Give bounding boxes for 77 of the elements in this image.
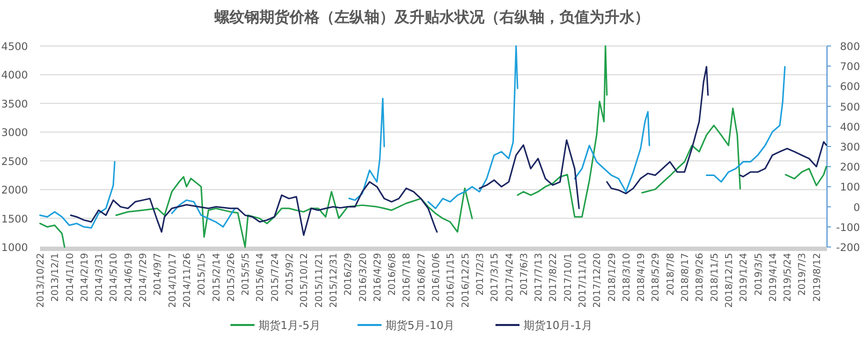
x-tick-label: 2014/7/29 bbox=[138, 253, 150, 302]
x-tick-label: 2016/2/9 bbox=[343, 253, 354, 296]
y2-tick-label: -100 bbox=[836, 222, 860, 234]
x-tick-label: 2015/1/5 bbox=[196, 253, 208, 296]
x-tick-label: 2014/1/10 bbox=[64, 253, 76, 302]
y2-tick-label: -200 bbox=[836, 242, 860, 254]
legend-label: 期货5月-10月 bbox=[386, 319, 454, 332]
x-tick-label: 2014/6/19 bbox=[123, 253, 134, 302]
y2-tick-label: 0 bbox=[853, 202, 860, 214]
x-tick-label: 2018/9/26 bbox=[694, 253, 706, 302]
x-tick-label: 2016/8/27 bbox=[416, 253, 428, 302]
x-tick-label: 2015/10/12 bbox=[299, 253, 310, 308]
y2-tick-label: 600 bbox=[840, 81, 860, 94]
y2-tick-label: 500 bbox=[840, 101, 860, 114]
y-tick-label: 1000 bbox=[1, 242, 28, 254]
x-tick-label: 2017/6/3 bbox=[518, 253, 530, 296]
x-tick-label: 2017/11/10 bbox=[578, 253, 588, 308]
x-tick-label: 2016/3/20 bbox=[358, 253, 369, 302]
x-tick-label: 2017/3/15 bbox=[490, 253, 501, 302]
x-tick-label: 2016/6/8 bbox=[387, 253, 398, 296]
x-tick-label: 2015/9/2 bbox=[284, 253, 296, 296]
x-tick-label: 2014/5/10 bbox=[108, 253, 120, 302]
y-tick-label: 3500 bbox=[1, 98, 28, 110]
x-tick-label: 2017/12/20 bbox=[592, 253, 604, 308]
y-tick-label: 4500 bbox=[1, 41, 28, 53]
x-tick-label: 2014/9/7 bbox=[152, 253, 164, 296]
y-tick-label: 2000 bbox=[1, 184, 28, 197]
x-tick-label: 2018/1/29 bbox=[606, 253, 618, 302]
x-tick-label: 2016/4/29 bbox=[372, 253, 384, 302]
x-tick-label: 2017/8/22 bbox=[548, 253, 560, 302]
x-tick-label: 2015/12/31 bbox=[328, 253, 340, 308]
y2-tick-label: 200 bbox=[840, 162, 860, 174]
x-tick-label: 2018/8/17 bbox=[680, 253, 692, 302]
x-tick-label: 2013/10/22 bbox=[36, 253, 46, 308]
y2-tick-label: 100 bbox=[840, 182, 860, 194]
x-tick-label: 2016/10/6 bbox=[431, 253, 442, 302]
chart-title: 螺纹钢期货价格（左纵轴）及升贴水状况（右纵轴，负值为升水） bbox=[214, 8, 650, 26]
y-tick-label: 4000 bbox=[1, 70, 28, 82]
x-tick-label: 2013/12/1 bbox=[50, 253, 62, 302]
x-tick-label: 2016/7/18 bbox=[402, 253, 413, 302]
x-tick-label: 2015/11/21 bbox=[314, 253, 325, 308]
x-tick-label: 2014/10/17 bbox=[167, 253, 178, 308]
y-tick-label: 3000 bbox=[1, 127, 28, 140]
x-tick-label: 2015/2/14 bbox=[211, 253, 222, 302]
x-tick-label: 2016/12/25 bbox=[460, 253, 472, 308]
x-tick-label: 2018/12/15 bbox=[724, 253, 735, 308]
y-tick-label: 2500 bbox=[1, 156, 28, 168]
x-tick-label: 2014/2/19 bbox=[79, 253, 90, 302]
y2-tick-label: 700 bbox=[840, 61, 860, 74]
x-tick-label: 2018/7/8 bbox=[665, 253, 676, 296]
x-tick-label: 2015/7/24 bbox=[270, 253, 281, 302]
legend-label: 期货1月-5月 bbox=[258, 319, 320, 332]
y2-tick-label: 300 bbox=[840, 142, 860, 154]
x-tick-label: 2015/6/14 bbox=[255, 253, 266, 302]
x-tick-label: 2018/11/5 bbox=[709, 253, 720, 302]
x-tick-label: 2019/7/3 bbox=[797, 253, 808, 296]
x-tick-label: 2016/11/15 bbox=[446, 253, 457, 308]
y-tick-label: 1500 bbox=[1, 213, 28, 226]
x-tick-label: 2017/7/13 bbox=[534, 253, 545, 302]
x-tick-label: 2014/3/31 bbox=[94, 253, 106, 302]
x-tick-label: 2019/1/24 bbox=[738, 253, 750, 302]
x-tick-label: 2019/5/24 bbox=[782, 253, 794, 302]
x-tick-label: 2014/11/26 bbox=[182, 253, 193, 308]
legend-label: 期货10月-1月 bbox=[524, 319, 592, 332]
x-tick-label: 2018/4/19 bbox=[636, 253, 648, 302]
x-tick-label: 2018/5/29 bbox=[650, 253, 662, 302]
x-tick-label: 2017/2/3 bbox=[474, 253, 486, 296]
y2-tick-label: 400 bbox=[840, 121, 860, 134]
x-tick-label: 2017/4/24 bbox=[504, 253, 516, 302]
x-tick-label: 2019/4/14 bbox=[768, 253, 779, 302]
y2-tick-label: 800 bbox=[840, 41, 860, 53]
x-tick-label: 2019/3/5 bbox=[753, 253, 764, 296]
x-tick-label: 2015/3/26 bbox=[226, 253, 237, 302]
x-tick-label: 2017/10/1 bbox=[562, 253, 574, 302]
x-tick-label: 2015/5/5 bbox=[240, 253, 252, 296]
x-tick-label: 2019/8/12 bbox=[812, 253, 823, 302]
x-tick-label: 2018/3/10 bbox=[621, 253, 632, 302]
